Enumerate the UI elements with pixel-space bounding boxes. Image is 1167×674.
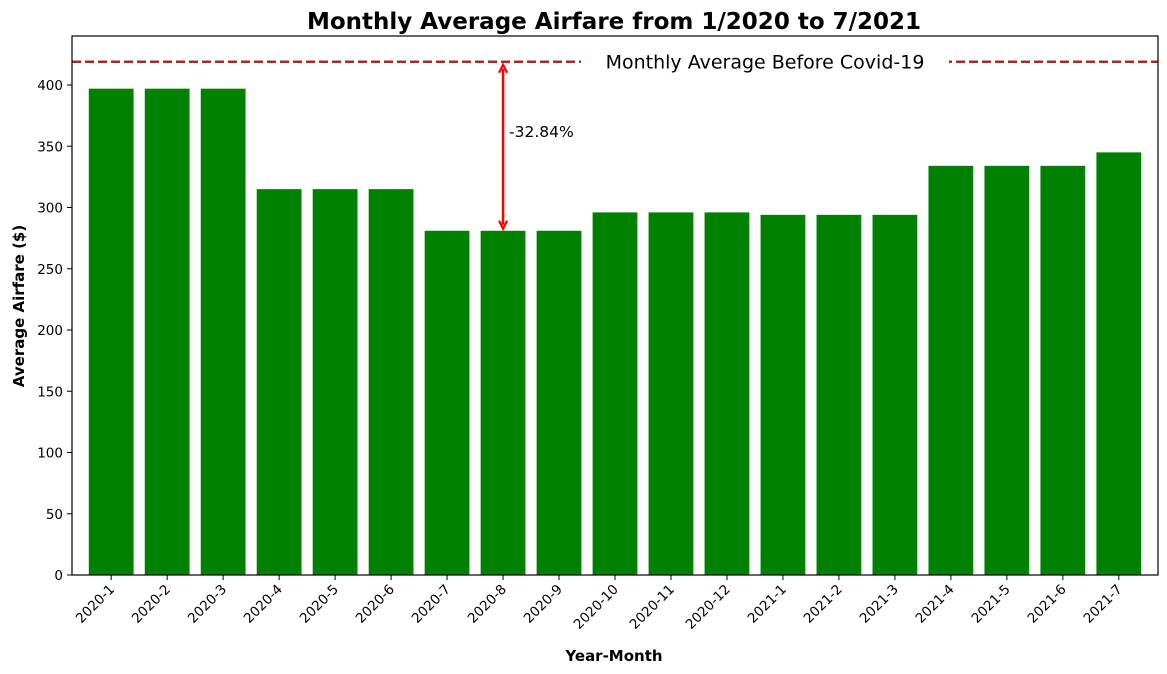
x-tick-label: 2020-8: [465, 582, 510, 627]
annotation-label: -32.84%: [509, 123, 574, 141]
x-tick-label: 2020-1: [73, 582, 118, 627]
bar-2020-2: [144, 88, 190, 576]
x-tick-label: 2020-12: [683, 582, 734, 633]
y-axis-label: Average Airfare ($): [10, 225, 28, 387]
x-tick-label: 2020-3: [185, 582, 230, 627]
bar-2021-3: [872, 214, 918, 575]
bar-2020-10: [592, 212, 638, 575]
y-tick-label: 100: [37, 446, 63, 462]
bar-2021-4: [928, 165, 974, 575]
x-tick-label: 2020-10: [571, 582, 622, 633]
y-ticks-group: 0 50 100 150 200 250 300 350 400: [37, 78, 72, 584]
x-tick-label: 2020-6: [353, 582, 398, 627]
bar-2020-11: [648, 212, 694, 575]
x-tick-label: 2020-9: [521, 582, 566, 627]
reference-line-group: Monthly Average Before Covid-19: [72, 49, 1158, 74]
y-tick-label: 300: [37, 201, 63, 217]
x-tick-label: 2020-2: [129, 582, 174, 627]
y-tick-label: 200: [37, 323, 63, 339]
bar-2020-6: [368, 189, 414, 576]
x-tick-label: 2021-1: [745, 582, 790, 627]
annotation-arrowhead-top: [498, 62, 509, 74]
reference-label-background: [581, 49, 949, 74]
x-ticks-group: 2020-1 2020-2 2020-3 2020-4 2020-5 2020-6 2020…: [73, 575, 1126, 633]
bar-2021-5: [984, 165, 1030, 575]
bar-2021-1: [760, 214, 806, 575]
y-tick-label: 150: [37, 384, 63, 400]
x-tick-label: 2021-5: [969, 582, 1014, 627]
y-tick-label: 0: [54, 568, 63, 584]
bar-2021-2: [816, 214, 862, 575]
x-tick-label: 2020-11: [627, 582, 678, 633]
reference-line-label: Monthly Average Before Covid-19: [606, 52, 925, 74]
bar-2020-5: [312, 189, 358, 576]
chart-title: Monthly Average Airfare from 1/2020 to 7…: [307, 9, 921, 35]
bar-2020-3: [200, 88, 246, 576]
bars-group: [88, 88, 1142, 576]
bar-2020-9: [536, 230, 582, 575]
bar-2021-6: [1040, 165, 1086, 575]
x-tick-label: 2020-5: [297, 582, 342, 627]
x-tick-label: 2021-6: [1025, 582, 1070, 627]
y-tick-label: 350: [37, 139, 63, 155]
x-tick-label: 2020-4: [241, 582, 286, 627]
x-tick-label: 2020-7: [409, 582, 454, 627]
y-tick-label: 400: [37, 78, 63, 94]
annotation-group: -32.84%: [498, 62, 574, 232]
bar-2021-7: [1096, 152, 1142, 576]
bar-2020-12: [704, 212, 750, 575]
y-tick-label: 50: [46, 507, 63, 523]
bar-2020-8: [480, 230, 526, 575]
x-tick-label: 2021-7: [1081, 582, 1126, 627]
bar-2020-7: [424, 230, 470, 575]
annotation-arrowhead-bottom: [498, 220, 509, 232]
x-tick-label: 2021-4: [913, 582, 958, 627]
x-tick-label: 2021-2: [801, 582, 846, 627]
x-tick-label: 2021-3: [857, 582, 902, 627]
y-tick-label: 250: [37, 262, 63, 278]
bar-2020-1: [88, 88, 134, 576]
bar-2020-4: [256, 189, 302, 576]
x-axis-label: Year-Month: [564, 647, 662, 665]
